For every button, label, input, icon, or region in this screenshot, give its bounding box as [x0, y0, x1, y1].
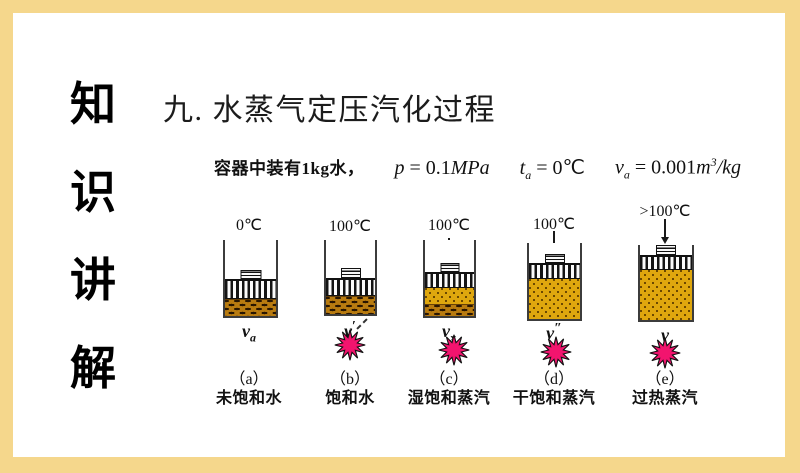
banner-char: 解 — [70, 342, 116, 394]
piston-weight — [240, 270, 261, 279]
specific-volume-label: v′ — [295, 319, 405, 346]
slide-panel: 知 识 讲 解 九. 水蒸气定压汽化过程 容器中装有1kg水， p = 0.1M… — [13, 13, 785, 457]
v-prime: ′ — [352, 319, 356, 334]
pressure-value: = 0.1 — [409, 157, 451, 179]
pressure-unit: MPa — [450, 157, 490, 179]
stage-d: 100℃ v″ （d） 干饱和蒸汽 — [499, 198, 609, 408]
piston-weight — [544, 254, 565, 263]
volume-unit-exponent: 3 — [710, 155, 717, 170]
water-region — [326, 296, 375, 314]
pressure-symbol: p — [394, 157, 405, 179]
volume-unit: m — [696, 157, 711, 179]
temperature-symbol: t — [519, 157, 526, 179]
starburst-icon — [540, 336, 572, 368]
starburst-icon — [334, 329, 366, 361]
conditions-intro: 容器中装有1kg水， — [214, 159, 365, 178]
temperature-formula: ta = 0℃ — [520, 155, 585, 183]
caption-letter: （e） — [645, 371, 685, 388]
volume-unit-tail: /kg — [716, 157, 742, 179]
specific-volume-label: v — [610, 323, 720, 350]
page-title: 九. 水蒸气定压汽化过程 — [163, 94, 496, 127]
temperature-label: 0℃ — [236, 217, 262, 234]
starburst-icon — [438, 334, 470, 366]
pressure-arrow-icon — [553, 231, 555, 247]
piston-plate — [326, 278, 375, 296]
caption-letter: （c） — [429, 371, 469, 388]
temperature-label: 100℃ — [533, 216, 575, 233]
banner-char: 识 — [70, 166, 116, 218]
vessel — [324, 240, 377, 316]
specific-volume-label: va — [194, 319, 304, 346]
v-prime: ″ — [554, 321, 562, 336]
v-symbol: v — [661, 325, 669, 345]
specific-volume-label: v″ — [499, 321, 609, 348]
banner-char: 知 — [70, 78, 116, 130]
volume-subscript: a — [623, 168, 630, 182]
steam-region — [640, 270, 692, 320]
caption-name: 未饱和水 — [215, 390, 282, 407]
temperature-label: >100℃ — [639, 203, 691, 220]
caption-name: 干饱和蒸汽 — [512, 390, 596, 407]
piston-plate — [425, 272, 474, 288]
conditions-row: 容器中装有1kg水， p = 0.1MPa ta = 0℃ va = 0.001… — [214, 154, 741, 183]
vessel — [527, 243, 582, 321]
volume-value: = 0.001 — [634, 157, 697, 179]
vessel — [423, 240, 476, 318]
steam-region — [425, 288, 474, 304]
caption-name: 湿饱和蒸汽 — [407, 390, 491, 407]
piston-plate — [529, 263, 580, 279]
temperature-subscript: a — [525, 168, 532, 182]
vessel — [223, 240, 278, 318]
piston-weight — [340, 268, 361, 278]
volume-symbol: v — [614, 157, 624, 179]
temperature-value: = 0℃ — [536, 157, 585, 179]
stage-c: 100℃ vx （c） 湿饱和蒸汽 — [394, 198, 504, 408]
water-region — [425, 304, 474, 316]
starburst-icon — [649, 337, 681, 369]
vessel — [638, 245, 694, 322]
stage-b: 100℃ v′ （b） 饱和水 — [295, 198, 405, 408]
banner-char: 讲 — [70, 254, 116, 306]
caption-name: 过热蒸汽 — [631, 390, 698, 407]
caption-letter: （a） — [229, 371, 269, 388]
steam-region — [529, 279, 580, 319]
v-symbol: v — [546, 323, 555, 343]
v-symbol: v — [344, 321, 353, 341]
piston-weight — [656, 245, 676, 255]
temperature-label: 100℃ — [329, 218, 371, 235]
piston-plate — [640, 255, 692, 270]
piston-plate — [225, 279, 276, 299]
caption-letter: （b） — [329, 371, 370, 388]
v-symbol: v — [442, 321, 450, 341]
caption-name: 饱和水 — [325, 390, 375, 407]
volume-formula: va = 0.001m3/kg — [615, 155, 741, 183]
temperature-label: 100℃ — [428, 217, 470, 234]
v-symbol: v — [242, 321, 250, 341]
water-region — [225, 299, 276, 316]
stage-e: >100℃ v （e） 过热蒸汽 — [610, 198, 720, 408]
caption-letter: （d） — [533, 371, 574, 388]
piston-weight — [440, 263, 459, 272]
pressure-arrow-icon — [664, 219, 666, 238]
stage-a: 0℃ va （a） 未饱和水 — [194, 198, 304, 408]
knowledge-banner: 知 识 讲 解 — [67, 81, 119, 391]
pressure-formula: p = 0.1MPa — [394, 157, 489, 180]
v-subscript: a — [250, 330, 256, 345]
